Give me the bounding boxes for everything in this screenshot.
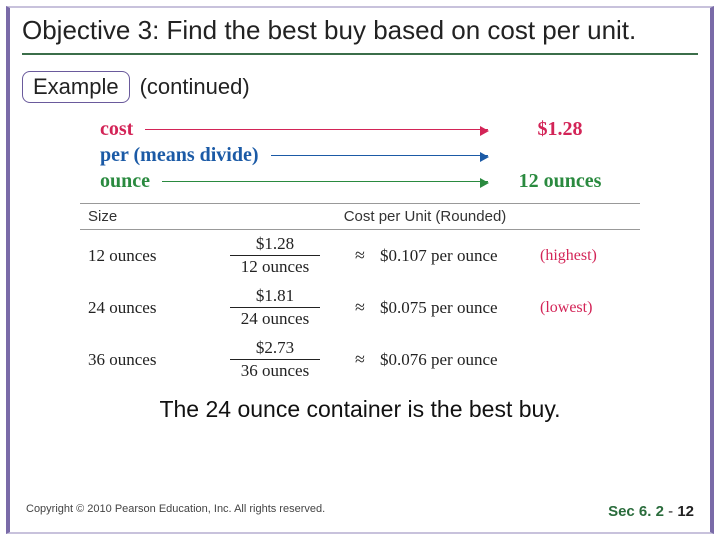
section-page: Sec 6. 2 - 12 xyxy=(608,503,694,520)
page-number: 12 xyxy=(677,503,694,520)
fraction-visual: cost $1.28 per (means divide) ounce 12 o… xyxy=(100,117,620,195)
cell-fraction: $1.81 24 ounces xyxy=(210,286,340,329)
fraction-bar xyxy=(230,255,320,256)
cell-size: 24 ounces xyxy=(80,298,210,318)
cell-size: 12 ounces xyxy=(80,246,210,266)
footer: Copyright © 2010 Pearson Education, Inc.… xyxy=(22,503,698,520)
cell-fraction: $1.28 12 ounces xyxy=(210,234,340,277)
cell-fraction: $2.73 36 ounces xyxy=(210,338,340,381)
table-body: 12 ounces $1.28 12 ounces ≈ $0.107 per o… xyxy=(80,230,640,386)
table-row: 24 ounces $1.81 24 ounces ≈ $0.075 per o… xyxy=(80,282,640,334)
fraction-bar xyxy=(230,307,320,308)
conclusion-text: The 24 ounce container is the best buy. xyxy=(22,396,698,423)
approx-symbol: ≈ xyxy=(340,297,380,318)
section-label: Sec 6. 2 xyxy=(608,503,664,520)
table-row: 36 ounces $2.73 36 ounces ≈ $0.076 per o… xyxy=(80,334,640,386)
col-cpu: Cost per Unit (Rounded) xyxy=(210,208,640,225)
fv-label: per (means divide) xyxy=(100,144,259,167)
cell-note: (lowest) xyxy=(540,299,630,317)
fv-row-per: per (means divide) xyxy=(100,143,620,169)
fv-row-cost: cost $1.28 xyxy=(100,117,620,143)
numerator: $1.28 xyxy=(210,234,340,254)
cell-value: $0.107 per ounce xyxy=(380,246,540,266)
fv-value: 12 ounces xyxy=(500,170,620,193)
fv-label: ounce xyxy=(100,170,150,193)
cell-note: (highest) xyxy=(540,247,630,265)
page-sep: - xyxy=(664,503,677,520)
fv-label: cost xyxy=(100,118,133,141)
arrow-icon xyxy=(271,155,488,157)
table-header: Size Cost per Unit (Rounded) xyxy=(80,203,640,230)
numerator: $2.73 xyxy=(210,338,340,358)
heading-underline xyxy=(22,53,698,55)
copyright-text: Copyright © 2010 Pearson Education, Inc.… xyxy=(26,503,325,520)
col-size: Size xyxy=(80,208,210,225)
cell-value: $0.076 per ounce xyxy=(380,350,540,370)
example-row: Example (continued) xyxy=(22,71,698,103)
continued-label: (continued) xyxy=(140,74,250,100)
fv-value: $1.28 xyxy=(500,118,620,141)
denominator: 36 ounces xyxy=(210,361,340,381)
approx-symbol: ≈ xyxy=(340,349,380,370)
unit-cost-table: Size Cost per Unit (Rounded) 12 ounces $… xyxy=(80,203,640,386)
cell-size: 36 ounces xyxy=(80,350,210,370)
example-pill: Example xyxy=(22,71,130,103)
denominator: 24 ounces xyxy=(210,309,340,329)
arrow-icon xyxy=(145,129,488,131)
slide-heading: Objective 3: Find the best buy based on … xyxy=(22,14,698,47)
fraction-bar xyxy=(230,359,320,360)
slide-content: Objective 3: Find the best buy based on … xyxy=(22,14,698,526)
approx-symbol: ≈ xyxy=(340,245,380,266)
numerator: $1.81 xyxy=(210,286,340,306)
table-row: 12 ounces $1.28 12 ounces ≈ $0.107 per o… xyxy=(80,230,640,282)
arrow-icon xyxy=(162,181,488,183)
cell-value: $0.075 per ounce xyxy=(380,298,540,318)
fv-row-ounce: ounce 12 ounces xyxy=(100,169,620,195)
denominator: 12 ounces xyxy=(210,257,340,277)
